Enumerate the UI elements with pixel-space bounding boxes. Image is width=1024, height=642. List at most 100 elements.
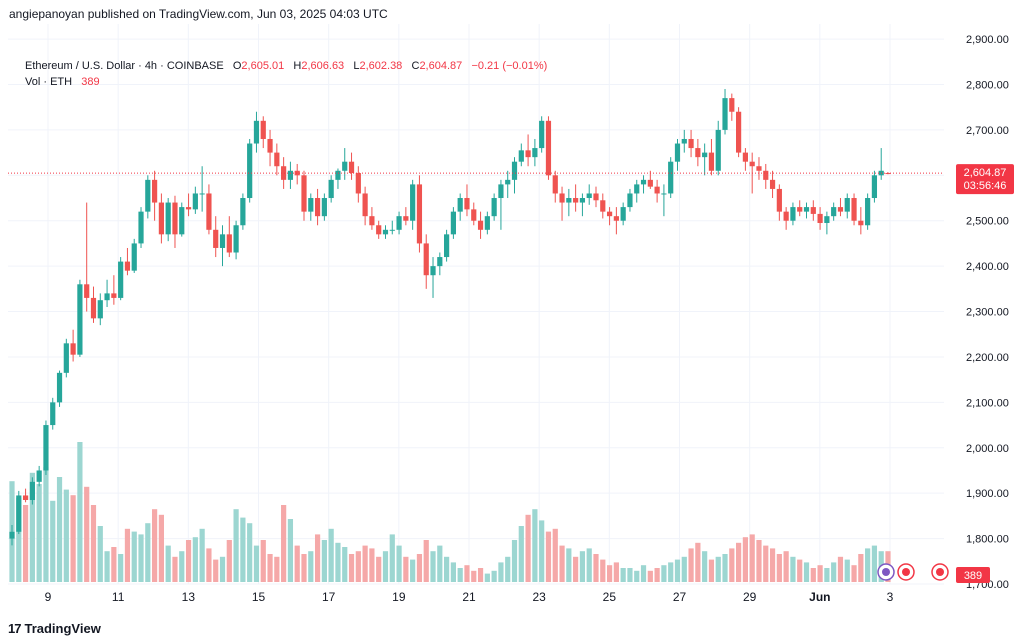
candle-body[interactable] [668, 161, 674, 194]
candle-body[interactable] [837, 207, 844, 212]
candle-body[interactable] [328, 179, 334, 199]
candle-body[interactable] [586, 193, 592, 199]
candle-body[interactable] [722, 98, 728, 130]
candle-body[interactable] [260, 120, 266, 139]
candle-body[interactable] [219, 234, 226, 248]
candle-body[interactable] [545, 120, 552, 176]
candle-body[interactable] [865, 198, 871, 226]
candle-body[interactable] [858, 220, 864, 226]
candle-body[interactable] [192, 193, 198, 210]
candle-body[interactable] [640, 179, 647, 185]
candle-body[interactable] [844, 198, 850, 212]
candle-body[interactable] [654, 186, 660, 194]
candle-body[interactable] [43, 425, 49, 471]
candle-body[interactable] [464, 198, 470, 210]
candle-body[interactable] [382, 229, 389, 235]
candle-body[interactable] [430, 266, 436, 276]
candle-body[interactable] [389, 229, 395, 231]
candle-body[interactable] [810, 207, 816, 214]
candle-body[interactable] [613, 216, 619, 221]
candle-body[interactable] [851, 198, 857, 221]
candle-body[interactable] [790, 207, 796, 221]
candle-body[interactable] [152, 179, 158, 203]
candle-body[interactable] [518, 150, 524, 162]
candle-body[interactable] [321, 198, 327, 217]
chart-area[interactable]: 2,900.002,800.002,700.002,600.002,500.00… [8, 24, 1014, 608]
candle-body[interactable] [213, 229, 219, 248]
candle-body[interactable] [803, 207, 810, 212]
candle-body[interactable] [688, 138, 694, 149]
candle-body[interactable] [240, 198, 246, 226]
candle-body[interactable] [274, 152, 280, 167]
candle-body[interactable] [50, 402, 56, 426]
candle-body[interactable] [573, 198, 579, 203]
candle-body[interactable] [695, 148, 701, 158]
candle-body[interactable] [702, 152, 708, 158]
candle-body[interactable] [708, 152, 715, 171]
candle-body[interactable] [593, 193, 599, 201]
candle-body[interactable] [729, 98, 735, 112]
candle-body[interactable] [104, 293, 110, 301]
candle-body[interactable] [124, 261, 131, 271]
candle-body[interactable] [233, 225, 239, 253]
candle-body[interactable] [627, 193, 633, 208]
candle-body[interactable] [674, 143, 681, 162]
candle-body[interactable] [742, 152, 748, 162]
candle-body[interactable] [511, 161, 518, 180]
candle-body[interactable] [77, 284, 83, 355]
candle-body[interactable] [647, 179, 653, 187]
tradingview-logo[interactable]: 17 TradingView [8, 621, 101, 636]
candle-body[interactable] [97, 300, 103, 319]
candle-body[interactable] [314, 198, 321, 217]
candle-body[interactable] [552, 175, 558, 194]
candle-body[interactable] [90, 297, 97, 319]
candle-body[interactable] [396, 216, 402, 230]
candle-body[interactable] [165, 202, 171, 235]
candle-body[interactable] [185, 207, 192, 210]
candle-body[interactable] [871, 175, 878, 199]
candle-body[interactable] [355, 173, 361, 194]
price-chart[interactable]: 2,900.002,800.002,700.002,600.002,500.00… [8, 24, 1014, 608]
candle-body[interactable] [179, 207, 185, 235]
candle-body[interactable] [145, 179, 151, 212]
candle-body[interactable] [335, 170, 341, 180]
candle-body[interactable] [477, 220, 484, 230]
candle-body[interactable] [247, 143, 253, 199]
candle-body[interactable] [410, 184, 416, 221]
candle-body[interactable] [36, 470, 42, 482]
candle-body[interactable] [287, 170, 294, 180]
candle-body[interactable] [661, 193, 667, 195]
candle-body[interactable] [450, 211, 456, 235]
candle-body[interactable] [491, 198, 497, 217]
candle-body[interactable] [736, 111, 742, 153]
candle-body[interactable] [444, 234, 450, 258]
candle-body[interactable] [9, 531, 15, 539]
candle-body[interactable] [308, 198, 314, 212]
candle-body[interactable] [138, 211, 144, 244]
candle-body[interactable] [749, 161, 755, 167]
candle-body[interactable] [294, 170, 300, 176]
candle-body[interactable] [348, 161, 355, 174]
candle-body[interactable] [199, 193, 205, 195]
candle-body[interactable] [600, 200, 606, 212]
candle-body[interactable] [118, 261, 124, 298]
candle-body[interactable] [505, 179, 511, 185]
candle-body[interactable] [342, 161, 348, 171]
candle-body[interactable] [226, 234, 232, 253]
candle-body[interactable] [539, 120, 545, 149]
candle-body[interactable] [267, 138, 273, 153]
candle-body[interactable] [763, 170, 769, 180]
candle-body[interactable] [416, 184, 423, 244]
candle-body[interactable] [606, 211, 613, 217]
candle-body[interactable] [783, 211, 789, 221]
candle-body[interactable] [70, 343, 76, 355]
legend-symbol[interactable]: Ethereum / U.S. Dollar · 4h · COINBASE [25, 60, 224, 72]
legend-volume-label[interactable]: Vol · ETH [25, 76, 73, 88]
candle-body[interactable] [769, 179, 776, 189]
candle-body[interactable] [457, 198, 463, 212]
candle-body[interactable] [16, 495, 22, 532]
candle-body[interactable] [131, 243, 137, 271]
candle-body[interactable] [776, 188, 782, 212]
candle-body[interactable] [22, 495, 29, 500]
candle-body[interactable] [158, 202, 164, 235]
